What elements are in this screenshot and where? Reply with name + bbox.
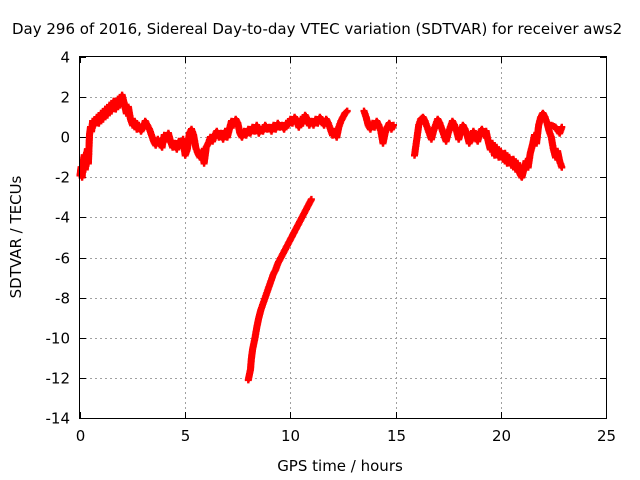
y-tick-label: -6 [55,250,70,268]
x-tick-label: 15 [387,427,406,445]
x-tick-label: 10 [281,427,300,445]
x-tick-label: 25 [597,427,616,445]
x-tick-label: 5 [181,427,191,445]
x-tick-labels: 0 5 10 15 20 25 [76,427,616,445]
data-point [558,123,566,131]
plot-frame [79,56,607,419]
y-tick-label: 2 [60,89,70,107]
data-point [390,121,397,129]
x-axis-title: GPS time / hours [277,457,403,475]
x-tick-label: 20 [492,427,511,445]
y-tick-label: -10 [46,330,71,348]
data-point [343,107,351,115]
y-tick-label: -8 [55,290,70,308]
y-axis-title: SDTVAR / TECUs [7,175,25,298]
data-points [76,91,566,384]
data-series [244,195,315,384]
y-tick-label: -2 [55,169,70,187]
chart-title: Day 296 of 2016, Sidereal Day-to-day VTE… [12,20,622,38]
data-series [76,91,566,181]
x-tick-label: 0 [76,427,86,445]
y-tick-label: 0 [60,129,70,147]
data-point [558,163,566,171]
data-point [307,195,315,203]
y-tick-labels: -14 -12 -10 -8 -6 -4 -2 0 2 4 [46,49,71,428]
y-tick-label: -4 [55,209,70,227]
y-tick-label: 4 [60,49,70,67]
y-tick-label: -12 [46,370,71,388]
y-tick-label: -14 [46,410,71,428]
